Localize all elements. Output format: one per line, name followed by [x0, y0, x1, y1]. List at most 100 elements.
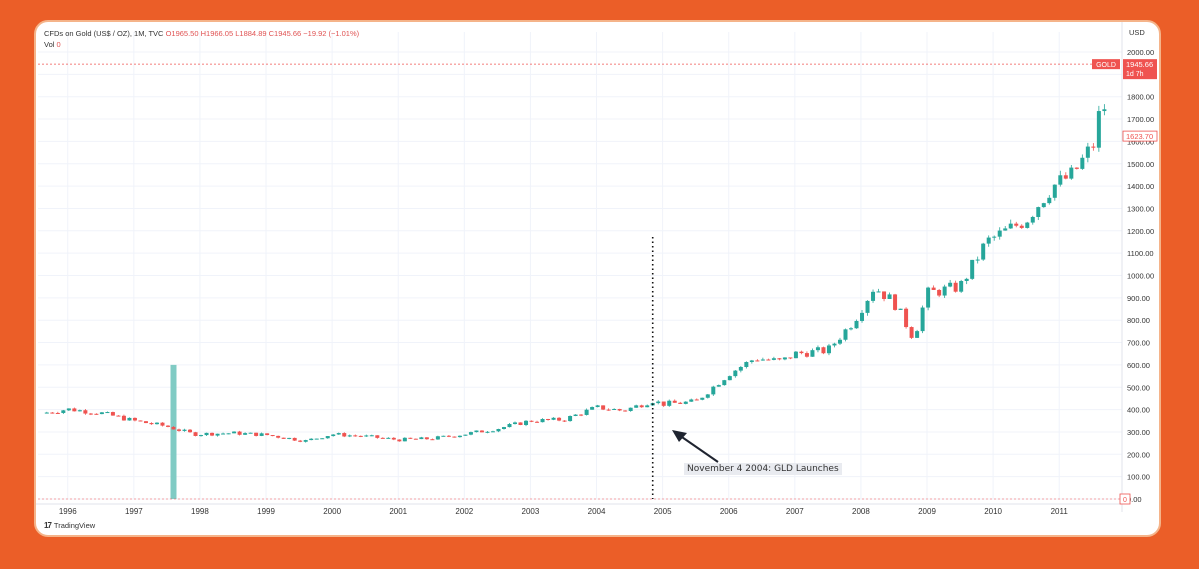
currency-label[interactable]: USD [1129, 28, 1145, 37]
candle-body-91 [546, 418, 551, 420]
candle-body-9 [94, 413, 99, 415]
x-tick-label-6: 2002 [455, 507, 473, 516]
candle-body-39 [259, 433, 264, 436]
y-tick-label-11: 900.00 [1127, 294, 1150, 303]
candle-body-141 [821, 347, 826, 354]
candle-body-17 [138, 420, 143, 422]
candle-body-66 [408, 437, 413, 439]
candle-body-117 [689, 399, 694, 402]
candle-body-30 [210, 432, 215, 436]
candle-body-188 [1080, 157, 1085, 169]
candle-body-164 [948, 282, 953, 287]
candle-body-158 [915, 331, 920, 338]
y-tick-label-7: 1300.00 [1127, 204, 1154, 213]
candle-body-76 [463, 434, 468, 436]
candle-body-84 [507, 424, 512, 428]
candle-body-5 [72, 408, 77, 412]
candle-body-116 [683, 401, 688, 404]
candle-body-126 [738, 366, 743, 371]
y-tick-label-9: 1100.00 [1127, 249, 1154, 258]
candle-body-32 [221, 433, 226, 435]
candle-body-68 [419, 437, 424, 440]
candle-body-152 [882, 291, 887, 299]
y-tick-label-16: 400.00 [1127, 406, 1150, 415]
candle-body-52 [331, 434, 336, 437]
candle-body-138 [804, 353, 809, 357]
candle-body-99 [590, 407, 595, 410]
candle-body-128 [749, 360, 754, 363]
y-tick-label-3: 1700.00 [1127, 115, 1154, 124]
x-tick-label-5: 2001 [389, 507, 407, 516]
y-tick-label-2: 1800.00 [1127, 93, 1154, 102]
candle-body-112 [661, 401, 666, 406]
candle-body-19 [149, 423, 154, 425]
x-tick-label-13: 2009 [918, 507, 936, 516]
candle-body-162 [937, 289, 942, 296]
candle-body-53 [336, 433, 341, 435]
candle-body-107 [634, 405, 639, 408]
candle-body-45 [292, 437, 297, 441]
candle-body-129 [755, 360, 760, 362]
candle-body-165 [953, 282, 958, 292]
candle-body-90 [540, 418, 545, 423]
candle-body-179 [1030, 216, 1035, 223]
y-tick-label-5: 1500.00 [1127, 160, 1154, 169]
candle-body-167 [964, 278, 969, 281]
symbol-title[interactable]: CFDs on Gold (US$ / OZ), 1M, TVC [44, 29, 164, 38]
tradingview-logo[interactable]: 17 TradingView [44, 521, 95, 530]
candle-body-181 [1041, 203, 1046, 208]
candle-body-13 [116, 415, 121, 417]
chart-canvas[interactable]: 2000.001900.001800.001700.001600.001500.… [36, 22, 1159, 535]
candle-body-166 [959, 280, 964, 292]
candle-body-31 [215, 433, 220, 436]
y-tick-label-13: 700.00 [1127, 339, 1150, 348]
candle-body-159 [920, 307, 925, 332]
x-tick-label-4: 2000 [323, 507, 341, 516]
candle-body-178 [1025, 222, 1030, 228]
candle-body-35 [237, 431, 242, 435]
candle-body-189 [1085, 146, 1090, 158]
candle-body-89 [535, 421, 540, 423]
candle-body-43 [281, 437, 286, 439]
tradingview-label: TradingView [53, 521, 96, 530]
candle-body-81 [490, 431, 495, 433]
x-tick-label-3: 1999 [257, 507, 275, 516]
candle-body-2 [55, 412, 60, 414]
candle-body-136 [793, 351, 798, 359]
gold-price-countdown: 1d 7h [1126, 71, 1144, 78]
candle-body-74 [452, 436, 457, 438]
candle-body-42 [276, 435, 281, 438]
chart-legend: CFDs on Gold (US$ / OZ), 1M, TVC O1965.5… [44, 28, 359, 50]
candle-body-40 [265, 433, 270, 436]
candle-body-130 [760, 359, 765, 361]
candle-body-161 [931, 287, 936, 290]
candle-body-96 [573, 414, 578, 417]
x-tick-label-14: 2010 [984, 507, 1002, 516]
candle-body-163 [942, 286, 947, 296]
candle-body-36 [243, 433, 248, 435]
candle-body-10 [99, 412, 104, 415]
candle-body-177 [1019, 225, 1024, 228]
candle-body-115 [678, 402, 683, 404]
candle-body-183 [1052, 184, 1057, 198]
candle-body-11 [105, 412, 110, 414]
candle-body-180 [1036, 207, 1041, 217]
volume-label[interactable]: Vol [44, 40, 55, 49]
candle-body-145 [843, 329, 848, 340]
candle-body-184 [1058, 175, 1063, 185]
candle-body-75 [457, 435, 462, 438]
x-tick-label-7: 2003 [522, 507, 540, 516]
y-tick-label-0: 2000.00 [1127, 48, 1154, 57]
gld-launch-annotation: November 4 2004: GLD Launches [684, 463, 842, 475]
candle-body-24 [177, 429, 182, 431]
annotation-arrow-head [672, 430, 687, 442]
candle-body-25 [182, 429, 187, 431]
candle-body-57 [358, 435, 363, 437]
candle-body-47 [303, 440, 308, 442]
candle-body-85 [513, 422, 518, 425]
candle-body-170 [981, 243, 986, 260]
y-tick-label-10: 1000.00 [1127, 272, 1154, 281]
candle-body-155 [898, 308, 903, 310]
candle-body-50 [320, 438, 325, 440]
candle-body-113 [667, 400, 672, 406]
